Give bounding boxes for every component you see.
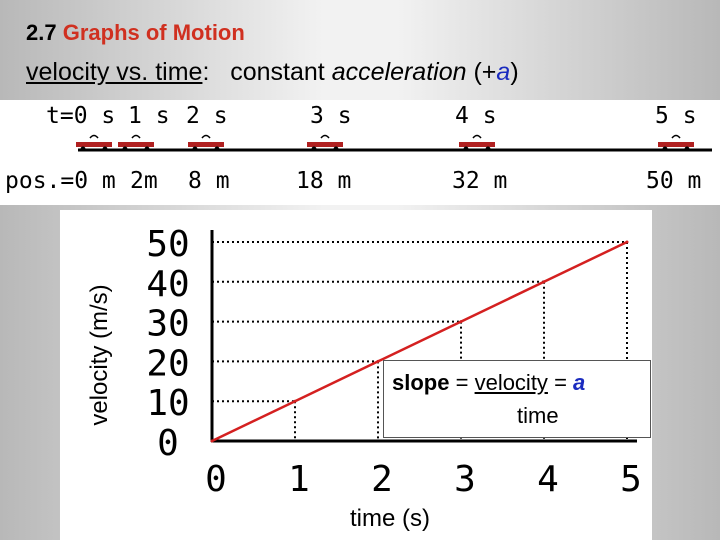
- car-wheel: [485, 146, 491, 152]
- position-label-3: 18 m: [296, 168, 351, 194]
- velocity-line: [211, 240, 628, 443]
- time-label-5: 5 s: [655, 103, 697, 129]
- x-tick-1: 1: [288, 459, 310, 500]
- y-tick-1: 10: [146, 383, 189, 424]
- position-label-5: 50 m: [646, 168, 701, 194]
- car-cab: [201, 134, 211, 139]
- section-number: 2.7: [26, 20, 57, 45]
- x-tick-5: 5: [620, 459, 642, 500]
- time-label-3: 3 s: [310, 103, 352, 129]
- y-tick-2: 20: [146, 343, 189, 384]
- y-tick-0: 0: [157, 423, 179, 464]
- subtitle-constant: constant: [230, 58, 325, 86]
- car-2: [188, 134, 224, 152]
- data-point-1: [293, 399, 297, 403]
- time-label-2: 2 s: [186, 103, 228, 129]
- velocity-word: velocity: [474, 370, 548, 395]
- time-label-4: 4 s: [455, 103, 497, 129]
- car-body: [307, 142, 343, 147]
- time-label-0: t=0 s: [46, 103, 115, 129]
- data-points: [210, 240, 629, 443]
- time-label-1: 1 s: [128, 103, 170, 129]
- subtitle-paren-close: ): [510, 58, 519, 86]
- x-tick-0: 0: [205, 459, 227, 500]
- car-cab: [320, 134, 330, 139]
- time-word: time: [517, 403, 559, 428]
- motion-diagram: t=0 s 1 s 2 s 3 s 4 s 5 s pos.=0 m 2m 8 …: [0, 100, 720, 205]
- car-body: [459, 142, 495, 147]
- data-point-0: [210, 439, 214, 443]
- y-axis-label: velocity (m/s): [86, 284, 113, 426]
- car-wheel: [102, 146, 108, 152]
- slope-word: slope: [392, 370, 450, 395]
- car-group: [76, 134, 694, 152]
- x-tick-3: 3: [454, 459, 476, 500]
- car-body: [188, 142, 224, 147]
- car-body: [76, 142, 112, 147]
- car-cab: [472, 134, 482, 139]
- data-point-5: [625, 240, 629, 244]
- car-wheel: [684, 146, 690, 152]
- subtitle-graph-type: velocity vs. time: [26, 58, 203, 86]
- position-label-4: 32 m: [452, 168, 507, 194]
- slide-subtitle: velocity vs. time: constant acceleration…: [26, 58, 519, 87]
- car-cab: [89, 134, 99, 139]
- car-body: [118, 142, 154, 147]
- acceleration-symbol: a: [573, 370, 586, 395]
- car-4: [459, 134, 495, 152]
- car-wheel: [311, 146, 317, 152]
- position-label-1: 2m: [130, 168, 158, 194]
- car-wheel: [122, 146, 128, 152]
- subtitle-colon: :: [202, 58, 210, 86]
- car-wheel: [463, 146, 469, 152]
- data-point-4: [542, 280, 546, 284]
- y-tick-3: 30: [146, 304, 189, 345]
- car-cab: [131, 134, 141, 139]
- x-tick-2: 2: [371, 459, 393, 500]
- car-wheel: [214, 146, 220, 152]
- car-wheel: [662, 146, 668, 152]
- car-1: [118, 134, 154, 152]
- position-label-2: 8 m: [188, 168, 230, 194]
- car-wheel: [333, 146, 339, 152]
- subtitle-a-symbol: a: [496, 58, 511, 86]
- car-wheel: [80, 146, 86, 152]
- y-tick-4: 40: [146, 264, 189, 305]
- x-tick-4: 4: [537, 459, 559, 500]
- car-body: [658, 142, 694, 147]
- x-axis-label: time (s): [350, 505, 430, 532]
- car-cab: [671, 134, 681, 139]
- subtitle-paren-open: (+: [473, 58, 497, 86]
- y-tick-5: 50: [146, 224, 189, 265]
- car-0: [76, 134, 112, 152]
- position-label-0: pos.=0 m: [5, 168, 116, 194]
- car-wheel: [192, 146, 198, 152]
- subtitle-acceleration: acceleration: [331, 58, 467, 86]
- car-wheel: [144, 146, 150, 152]
- slope-equation: slope = velocity = a: [392, 370, 585, 396]
- car-5: [658, 134, 694, 152]
- equals-sign-2: =: [554, 370, 567, 395]
- data-point-2: [376, 359, 380, 363]
- x-tick-labels: 0 1 2 3 4 5: [205, 459, 642, 500]
- motion-diagram-svg: t=0 s 1 s 2 s 3 s 4 s 5 s pos.=0 m 2m 8 …: [5, 103, 712, 194]
- slope-annotation: slope = velocity = a time: [383, 360, 651, 438]
- slide-heading: 2.7 Graphs of Motion: [26, 20, 245, 46]
- data-point-3: [459, 320, 463, 324]
- equals-sign-1: =: [455, 370, 469, 395]
- car-3: [307, 134, 343, 152]
- section-title: Graphs of Motion: [62, 20, 245, 45]
